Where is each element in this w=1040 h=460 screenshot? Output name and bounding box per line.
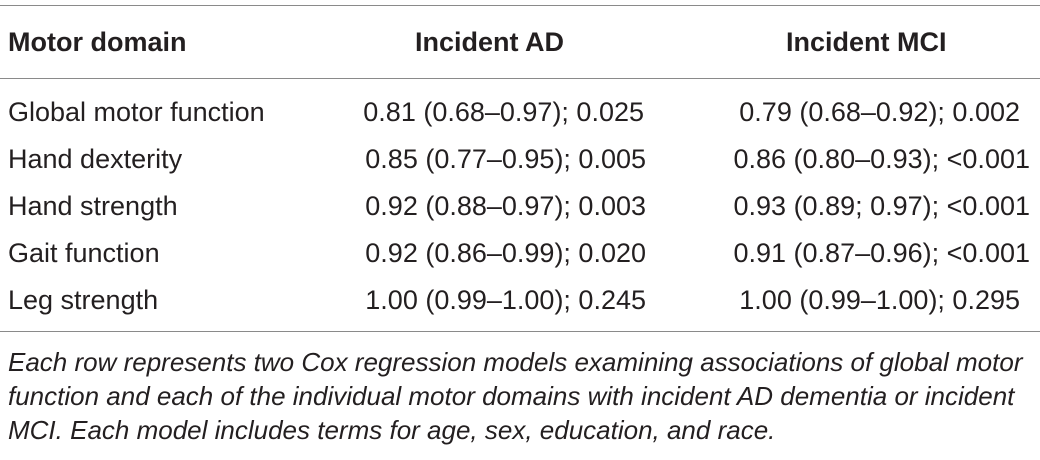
header-incident-mci: Incident MCI <box>786 27 947 57</box>
row-incident-ad: 0.92 (0.86–0.99); 0.020 <box>365 238 646 268</box>
row-incident-mci: 0.86 (0.80–0.93); <0.001 <box>733 144 1031 174</box>
row-incident-ad: 0.92 (0.88–0.97); 0.003 <box>365 191 646 221</box>
row-incident-ad: 0.81 (0.68–0.97); 0.025 <box>363 97 644 127</box>
row-domain: Global motor function <box>8 97 265 127</box>
table-header-rule <box>0 78 1040 79</box>
row-domain: Leg strength <box>8 285 159 315</box>
header-incident-ad: Incident AD <box>415 27 565 57</box>
row-incident-mci: 0.93 (0.89; 0.97); <0.001 <box>733 191 1030 221</box>
header-motor-domain: Motor domain <box>8 27 187 57</box>
row-domain: Hand strength <box>8 191 178 221</box>
row-domain: Hand dexterity <box>8 144 183 174</box>
table-top-rule <box>0 5 1040 6</box>
row-incident-ad: 0.85 (0.77–0.95); 0.005 <box>365 144 646 174</box>
row-incident-mci: 0.79 (0.68–0.92); 0.002 <box>739 97 1020 127</box>
table-bottom-rule <box>0 331 1040 332</box>
row-incident-ad: 1.00 (0.99–1.00); 0.245 <box>365 285 646 315</box>
table-footnote: Each row represents two Cox regression m… <box>8 347 1023 445</box>
row-incident-mci: 1.00 (0.99–1.00); 0.295 <box>739 285 1020 315</box>
row-incident-mci: 0.91 (0.87–0.96); <0.001 <box>733 238 1031 268</box>
row-domain: Gait function <box>8 238 160 268</box>
